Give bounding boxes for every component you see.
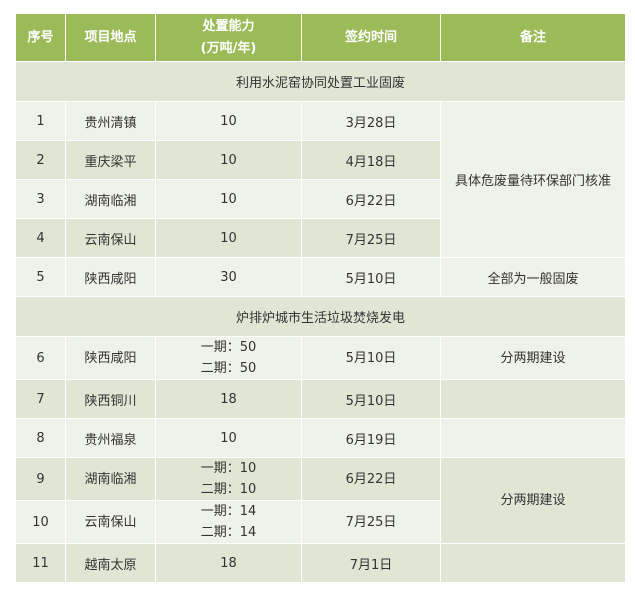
- table-row: 7 陕西铜川 18 5月10日: [15, 379, 626, 419]
- capacity-phase1: 一期：10: [200, 461, 257, 476]
- cell-date: 7月25日: [301, 500, 441, 544]
- table-row: 8 贵州福泉 10 6月19日: [15, 418, 626, 458]
- cell-site: 重庆梁平: [65, 140, 156, 180]
- table-row: 4 云南保山 10 7月25日: [15, 218, 626, 258]
- cell-date: 7月1日: [301, 543, 441, 583]
- header-remark: 备注: [440, 13, 626, 62]
- table-header: 序号 项目地点 处置能力 (万吨/年) 签约时间 备注: [15, 13, 626, 62]
- cell-date: 5月10日: [301, 336, 441, 380]
- capacity-phase1: 一期：14: [200, 504, 257, 519]
- header-capacity-label: 处置能力: [202, 18, 255, 34]
- header-site: 项目地点: [65, 13, 156, 62]
- cell-no: 2: [15, 140, 66, 180]
- cell-capacity: 一期：14 二期：14: [155, 500, 302, 544]
- capacity-phase2: 二期：50: [200, 361, 257, 376]
- cell-no: 6: [15, 336, 66, 380]
- cell-capacity: 10: [155, 179, 302, 219]
- cell-remark: 分两期建设: [440, 336, 626, 380]
- table-row: 6 陕西咸阳 一期：50 二期：50 5月10日 分两期建设: [15, 336, 626, 380]
- cell-capacity: 18: [155, 379, 302, 419]
- cell-no: 10: [15, 500, 66, 544]
- cell-no: 8: [15, 418, 66, 458]
- section-row: 利用水泥窑协同处置工业固废: [15, 61, 626, 102]
- cell-remark: 全部为一般固废: [440, 257, 626, 297]
- header-capacity-unit: (万吨/年): [200, 40, 257, 56]
- cell-site: 湖南临湘: [65, 179, 156, 219]
- cell-capacity: 30: [155, 257, 302, 297]
- cell-capacity: 10: [155, 418, 302, 458]
- cell-no: 11: [15, 543, 66, 583]
- cell-date: 6月19日: [301, 418, 441, 458]
- table-row: 2 重庆梁平 10 4月18日: [15, 140, 626, 180]
- cell-capacity: 10: [155, 140, 302, 180]
- table-row: 10 云南保山 一期：14 二期：14 7月25日: [15, 500, 626, 544]
- cell-remark: [440, 543, 626, 583]
- cell-no: 1: [15, 101, 66, 141]
- table-row: 11 越南太原 18 7月1日: [15, 543, 626, 583]
- cell-capacity: 一期：10 二期：10: [155, 457, 302, 501]
- header-date: 签约时间: [301, 13, 441, 62]
- cell-site: 越南太原: [65, 543, 156, 583]
- cell-date: 7月25日: [301, 218, 441, 258]
- cell-site: 云南保山: [65, 218, 156, 258]
- cell-no: 3: [15, 179, 66, 219]
- cell-date: 6月22日: [301, 457, 441, 501]
- cell-date: 5月10日: [301, 379, 441, 419]
- table-row: 5 陕西咸阳 30 5月10日 全部为一般固废: [15, 257, 626, 297]
- capacity-phase1: 一期：50: [200, 340, 257, 355]
- cell-no: 7: [15, 379, 66, 419]
- cell-site: 湖南临湘: [65, 457, 156, 501]
- cell-capacity: 一期：50 二期：50: [155, 336, 302, 380]
- header-capacity: 处置能力 (万吨/年): [155, 13, 302, 62]
- cell-no: 4: [15, 218, 66, 258]
- cell-date: 6月22日: [301, 179, 441, 219]
- table-row: 3 湖南临湘 10 6月22日: [15, 179, 626, 219]
- cell-date: 3月28日: [301, 101, 441, 141]
- cell-remark: 具体危废量待环保部门核准: [440, 101, 626, 258]
- capacity-phase2: 二期：14: [200, 525, 257, 540]
- cell-capacity: 10: [155, 218, 302, 258]
- project-table: 序号 项目地点 处置能力 (万吨/年) 签约时间 备注 利用水泥窑协同处置工业固废…: [15, 13, 626, 583]
- table-row: 9 湖南临湘 一期：10 二期：10 6月22日 分两期建设: [15, 457, 626, 544]
- cell-date: 5月10日: [301, 257, 441, 297]
- table-row: 1 贵州清镇 10 3月28日 具体危废量待环保部门核准: [15, 101, 626, 258]
- cell-remark: 分两期建设: [440, 457, 626, 544]
- section-row: 炉排炉城市生活垃圾焚烧发电: [15, 296, 626, 337]
- cell-no: 9: [15, 457, 66, 501]
- cell-capacity: 10: [155, 101, 302, 141]
- cell-site: 贵州福泉: [65, 418, 156, 458]
- cell-site: 陕西铜川: [65, 379, 156, 419]
- cell-remark: [440, 418, 626, 458]
- cell-capacity: 18: [155, 543, 302, 583]
- cell-site: 云南保山: [65, 500, 156, 544]
- cell-date: 4月18日: [301, 140, 441, 180]
- cell-remark: [440, 379, 626, 419]
- cell-no: 5: [15, 257, 66, 297]
- cell-site: 陕西咸阳: [65, 257, 156, 297]
- header-no: 序号: [15, 13, 66, 62]
- cell-site: 贵州清镇: [65, 101, 156, 141]
- capacity-phase2: 二期：10: [200, 482, 257, 497]
- cell-site: 陕西咸阳: [65, 336, 156, 380]
